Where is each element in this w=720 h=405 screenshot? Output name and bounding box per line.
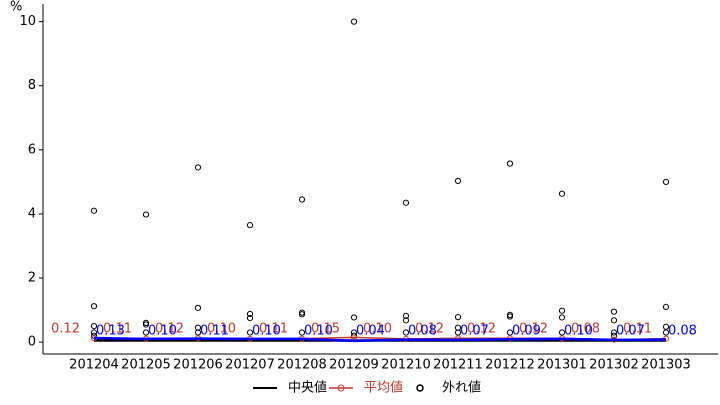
value-label: 0.13 [96, 324, 125, 339]
outlier [142, 211, 150, 218]
legend-label: 中央値 [288, 380, 327, 396]
outlier [246, 329, 254, 336]
x-tick-label: 201208 [277, 358, 327, 373]
outlier [610, 329, 618, 336]
outlier [402, 199, 410, 206]
value-label: 0.08 [408, 324, 437, 339]
outlier [246, 310, 254, 318]
x-tick-label: 201205 [121, 358, 171, 373]
outlier [194, 304, 202, 311]
x-tick-label: 201303 [641, 358, 691, 373]
y-tick-label: 8 [28, 78, 36, 93]
value-label: 0.07 [616, 324, 645, 339]
x-tick-label: 201206 [173, 358, 223, 373]
value-label: 0.12 [467, 322, 496, 337]
y-tick-label: 2 [28, 271, 36, 286]
outlier [610, 308, 618, 315]
value-label: 0.08 [571, 322, 600, 337]
outlier [662, 323, 670, 330]
outlier [194, 164, 202, 171]
outlier [506, 160, 514, 167]
value-label: 0.10 [304, 324, 333, 339]
value-label: 0.12 [519, 322, 548, 337]
legend-swatch [337, 384, 345, 392]
value-label: 0.11 [200, 324, 229, 339]
outlier [558, 190, 566, 197]
value-label: 0.12 [51, 322, 80, 337]
outlier [350, 18, 358, 25]
x-tick-label: 201209 [329, 358, 379, 373]
y-tick-label: 4 [28, 206, 36, 221]
outlier [350, 332, 358, 339]
outlier [90, 329, 98, 336]
value-label: 0.11 [259, 322, 288, 337]
value-label: 0.10 [207, 322, 236, 337]
outlier [662, 329, 670, 336]
outlier [558, 314, 566, 321]
value-label: 0.12 [155, 322, 184, 337]
outlier [402, 329, 410, 336]
legend-swatch [416, 384, 424, 392]
outlier [454, 177, 462, 185]
outlier [506, 313, 514, 320]
outlier [142, 329, 150, 336]
value-label: 0.09 [512, 324, 541, 339]
x-tick-label: 201211 [433, 358, 483, 373]
outlier [142, 321, 150, 328]
x-tick-label: 201212 [485, 358, 535, 373]
value-label: 0.11 [103, 322, 132, 337]
value-label: 0.12 [415, 322, 444, 337]
x-tick-label: 201302 [589, 358, 639, 373]
legend-label: 外れ値 [442, 380, 481, 396]
outlier [90, 323, 98, 330]
outlier [402, 317, 410, 324]
x-tick-label: 201207 [225, 358, 275, 373]
outlier [246, 222, 254, 229]
outlier [246, 315, 254, 322]
value-label: 0.10 [564, 324, 593, 339]
outlier [662, 303, 670, 310]
y-axis-label: % [10, 0, 22, 15]
value-label: 0.15 [311, 322, 340, 337]
value-label: 0.10 [148, 324, 177, 339]
x-tick-label: 201210 [381, 358, 431, 373]
outlier [350, 314, 358, 321]
value-label: 0.04 [356, 324, 385, 339]
value-label: 0.10 [252, 324, 281, 339]
x-tick-label: 201301 [537, 358, 587, 373]
outlier [662, 178, 670, 185]
x-tick-label: 201204 [69, 358, 119, 373]
value-label: 0.07 [460, 324, 489, 339]
outlier [402, 312, 410, 319]
outlier [454, 314, 462, 321]
outlier [194, 329, 202, 336]
series-line [93, 336, 667, 343]
outlier [90, 303, 98, 310]
outlier [298, 329, 306, 336]
outlier [610, 332, 618, 339]
value-label: 0.08 [668, 324, 697, 339]
outlier [298, 196, 306, 203]
value-label: 0.11 [623, 322, 652, 337]
outlier [298, 311, 306, 318]
value-label: 0.10 [363, 322, 392, 337]
outlier [506, 329, 514, 336]
outlier [610, 317, 618, 324]
y-tick-label: 0 [28, 335, 36, 350]
outlier [454, 329, 462, 336]
legend-label: 平均値 [364, 380, 403, 396]
outlier [90, 207, 98, 214]
y-tick-label: 10 [19, 14, 36, 29]
y-tick-label: 6 [28, 142, 36, 157]
outlier [558, 307, 566, 314]
outlier [558, 329, 566, 336]
